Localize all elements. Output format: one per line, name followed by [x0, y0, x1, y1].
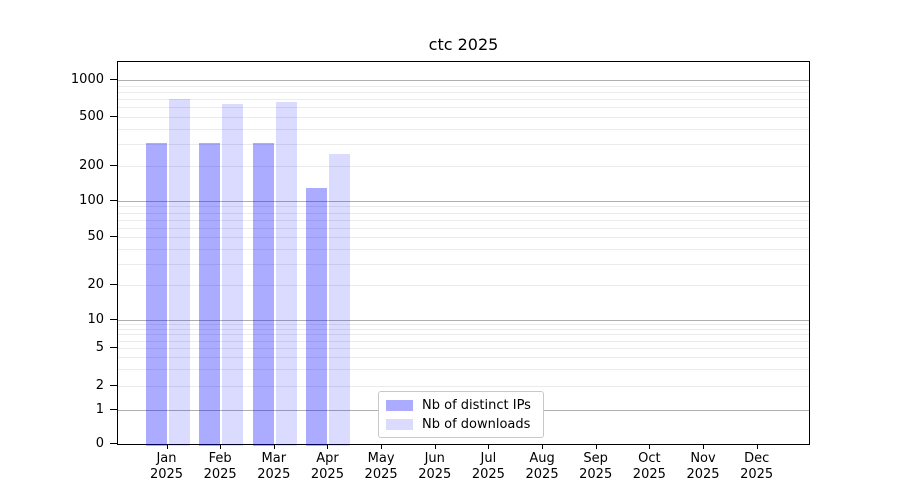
minor-gridline — [118, 107, 809, 109]
legend-swatch-distinct-ips — [386, 399, 413, 411]
legend-row-distinct-ips: Nb of distinct IPs — [386, 398, 543, 413]
bar-distinct-ips-jan — [145, 142, 167, 446]
x-tick-label-nov: Nov 2025 — [686, 451, 720, 482]
y-tick-mark — [110, 284, 117, 285]
x-tick-mark — [488, 445, 490, 449]
bar-distinct-ips-feb — [199, 142, 221, 446]
y-tick-label: 1000 — [70, 71, 104, 87]
y-tick-mark — [110, 236, 117, 237]
minor-gridline — [118, 85, 809, 87]
x-tick-mark — [273, 445, 275, 449]
legend-label-downloads: Nb of downloads — [422, 416, 531, 432]
y-tick-label: 50 — [87, 228, 104, 244]
y-tick-label: 1 — [95, 401, 104, 417]
minor-gridline — [118, 369, 809, 371]
legend: Nb of distinct IPs Nb of downloads — [378, 391, 544, 438]
chart-title: ctc 2025 — [428, 35, 499, 54]
x-tick-mark — [703, 445, 704, 449]
major-gridline — [118, 201, 809, 202]
y-tick-mark — [110, 347, 117, 348]
legend-swatch-downloads — [386, 418, 413, 430]
x-tick-label-jul: Jul 2025 — [471, 451, 505, 482]
y-tick-mark — [110, 385, 117, 386]
minor-gridline — [118, 348, 809, 349]
y-tick-label: 500 — [79, 108, 104, 124]
minor-gridline — [118, 227, 809, 229]
x-tick-mark — [166, 445, 168, 449]
y-tick-label: 100 — [79, 192, 104, 208]
x-tick-mark — [220, 445, 222, 449]
x-tick-mark — [434, 445, 436, 449]
minor-gridline — [118, 263, 809, 265]
y-tick-label: 5 — [95, 339, 104, 355]
x-tick-label-aug: Aug 2025 — [525, 451, 559, 482]
y-tick-mark — [110, 409, 117, 410]
major-gridline — [118, 80, 809, 81]
x-tick-mark — [595, 445, 597, 449]
y-tick-label: 20 — [87, 276, 104, 292]
x-tick-label-may: May 2025 — [364, 451, 398, 482]
major-gridline — [118, 320, 809, 321]
x-tick-mark — [649, 445, 651, 449]
x-tick-label-mar: Mar 2025 — [257, 451, 291, 482]
minor-gridline — [118, 324, 809, 326]
minor-gridline — [118, 248, 809, 250]
minor-gridline — [118, 117, 809, 118]
minor-gridline — [118, 340, 809, 342]
minor-gridline — [118, 334, 809, 336]
y-tick-mark — [110, 319, 117, 320]
minor-gridline — [118, 144, 809, 146]
bar-downloads-apr — [329, 154, 351, 446]
x-tick-mark — [756, 445, 758, 449]
y-tick-mark — [110, 200, 117, 201]
minor-gridline — [118, 237, 809, 238]
plot-area — [117, 61, 810, 446]
minor-gridline — [118, 329, 809, 330]
y-tick-label: 2 — [95, 377, 104, 393]
x-tick-label-oct: Oct 2025 — [632, 451, 666, 482]
y-tick-mark — [110, 443, 117, 444]
bar-distinct-ips-mar — [252, 143, 274, 446]
minor-gridline — [118, 128, 809, 130]
y-tick-mark — [110, 116, 117, 117]
x-tick-mark — [327, 445, 329, 449]
bar-downloads-feb — [222, 103, 244, 446]
x-tick-mark — [542, 445, 544, 449]
minor-gridline — [118, 357, 809, 359]
y-tick-mark — [110, 79, 117, 80]
minor-gridline — [118, 285, 809, 286]
x-tick-label-jun: Jun 2025 — [418, 451, 452, 482]
legend-row-downloads: Nb of downloads — [386, 417, 543, 432]
y-tick-mark — [110, 165, 117, 166]
minor-gridline — [118, 99, 809, 101]
bar-distinct-ips-apr — [306, 187, 328, 446]
minor-gridline — [118, 386, 809, 387]
y-tick-label: 200 — [79, 157, 104, 173]
x-tick-label-apr: Apr 2025 — [310, 451, 344, 482]
minor-gridline — [118, 219, 809, 221]
minor-gridline — [118, 212, 809, 214]
y-tick-label: 0 — [95, 435, 104, 451]
x-tick-label-sep: Sep 2025 — [579, 451, 613, 482]
bar-downloads-mar — [275, 101, 297, 446]
y-tick-label: 10 — [87, 311, 104, 327]
minor-gridline — [118, 166, 809, 167]
bar-downloads-jan — [168, 99, 190, 446]
legend-label-distinct-ips: Nb of distinct IPs — [422, 397, 531, 413]
x-tick-label-dec: Dec 2025 — [740, 451, 774, 482]
x-tick-label-jan: Jan 2025 — [149, 451, 184, 482]
minor-gridline — [118, 206, 809, 208]
x-tick-mark — [381, 445, 383, 449]
minor-gridline — [118, 91, 809, 93]
x-tick-label-feb: Feb 2025 — [203, 451, 237, 482]
